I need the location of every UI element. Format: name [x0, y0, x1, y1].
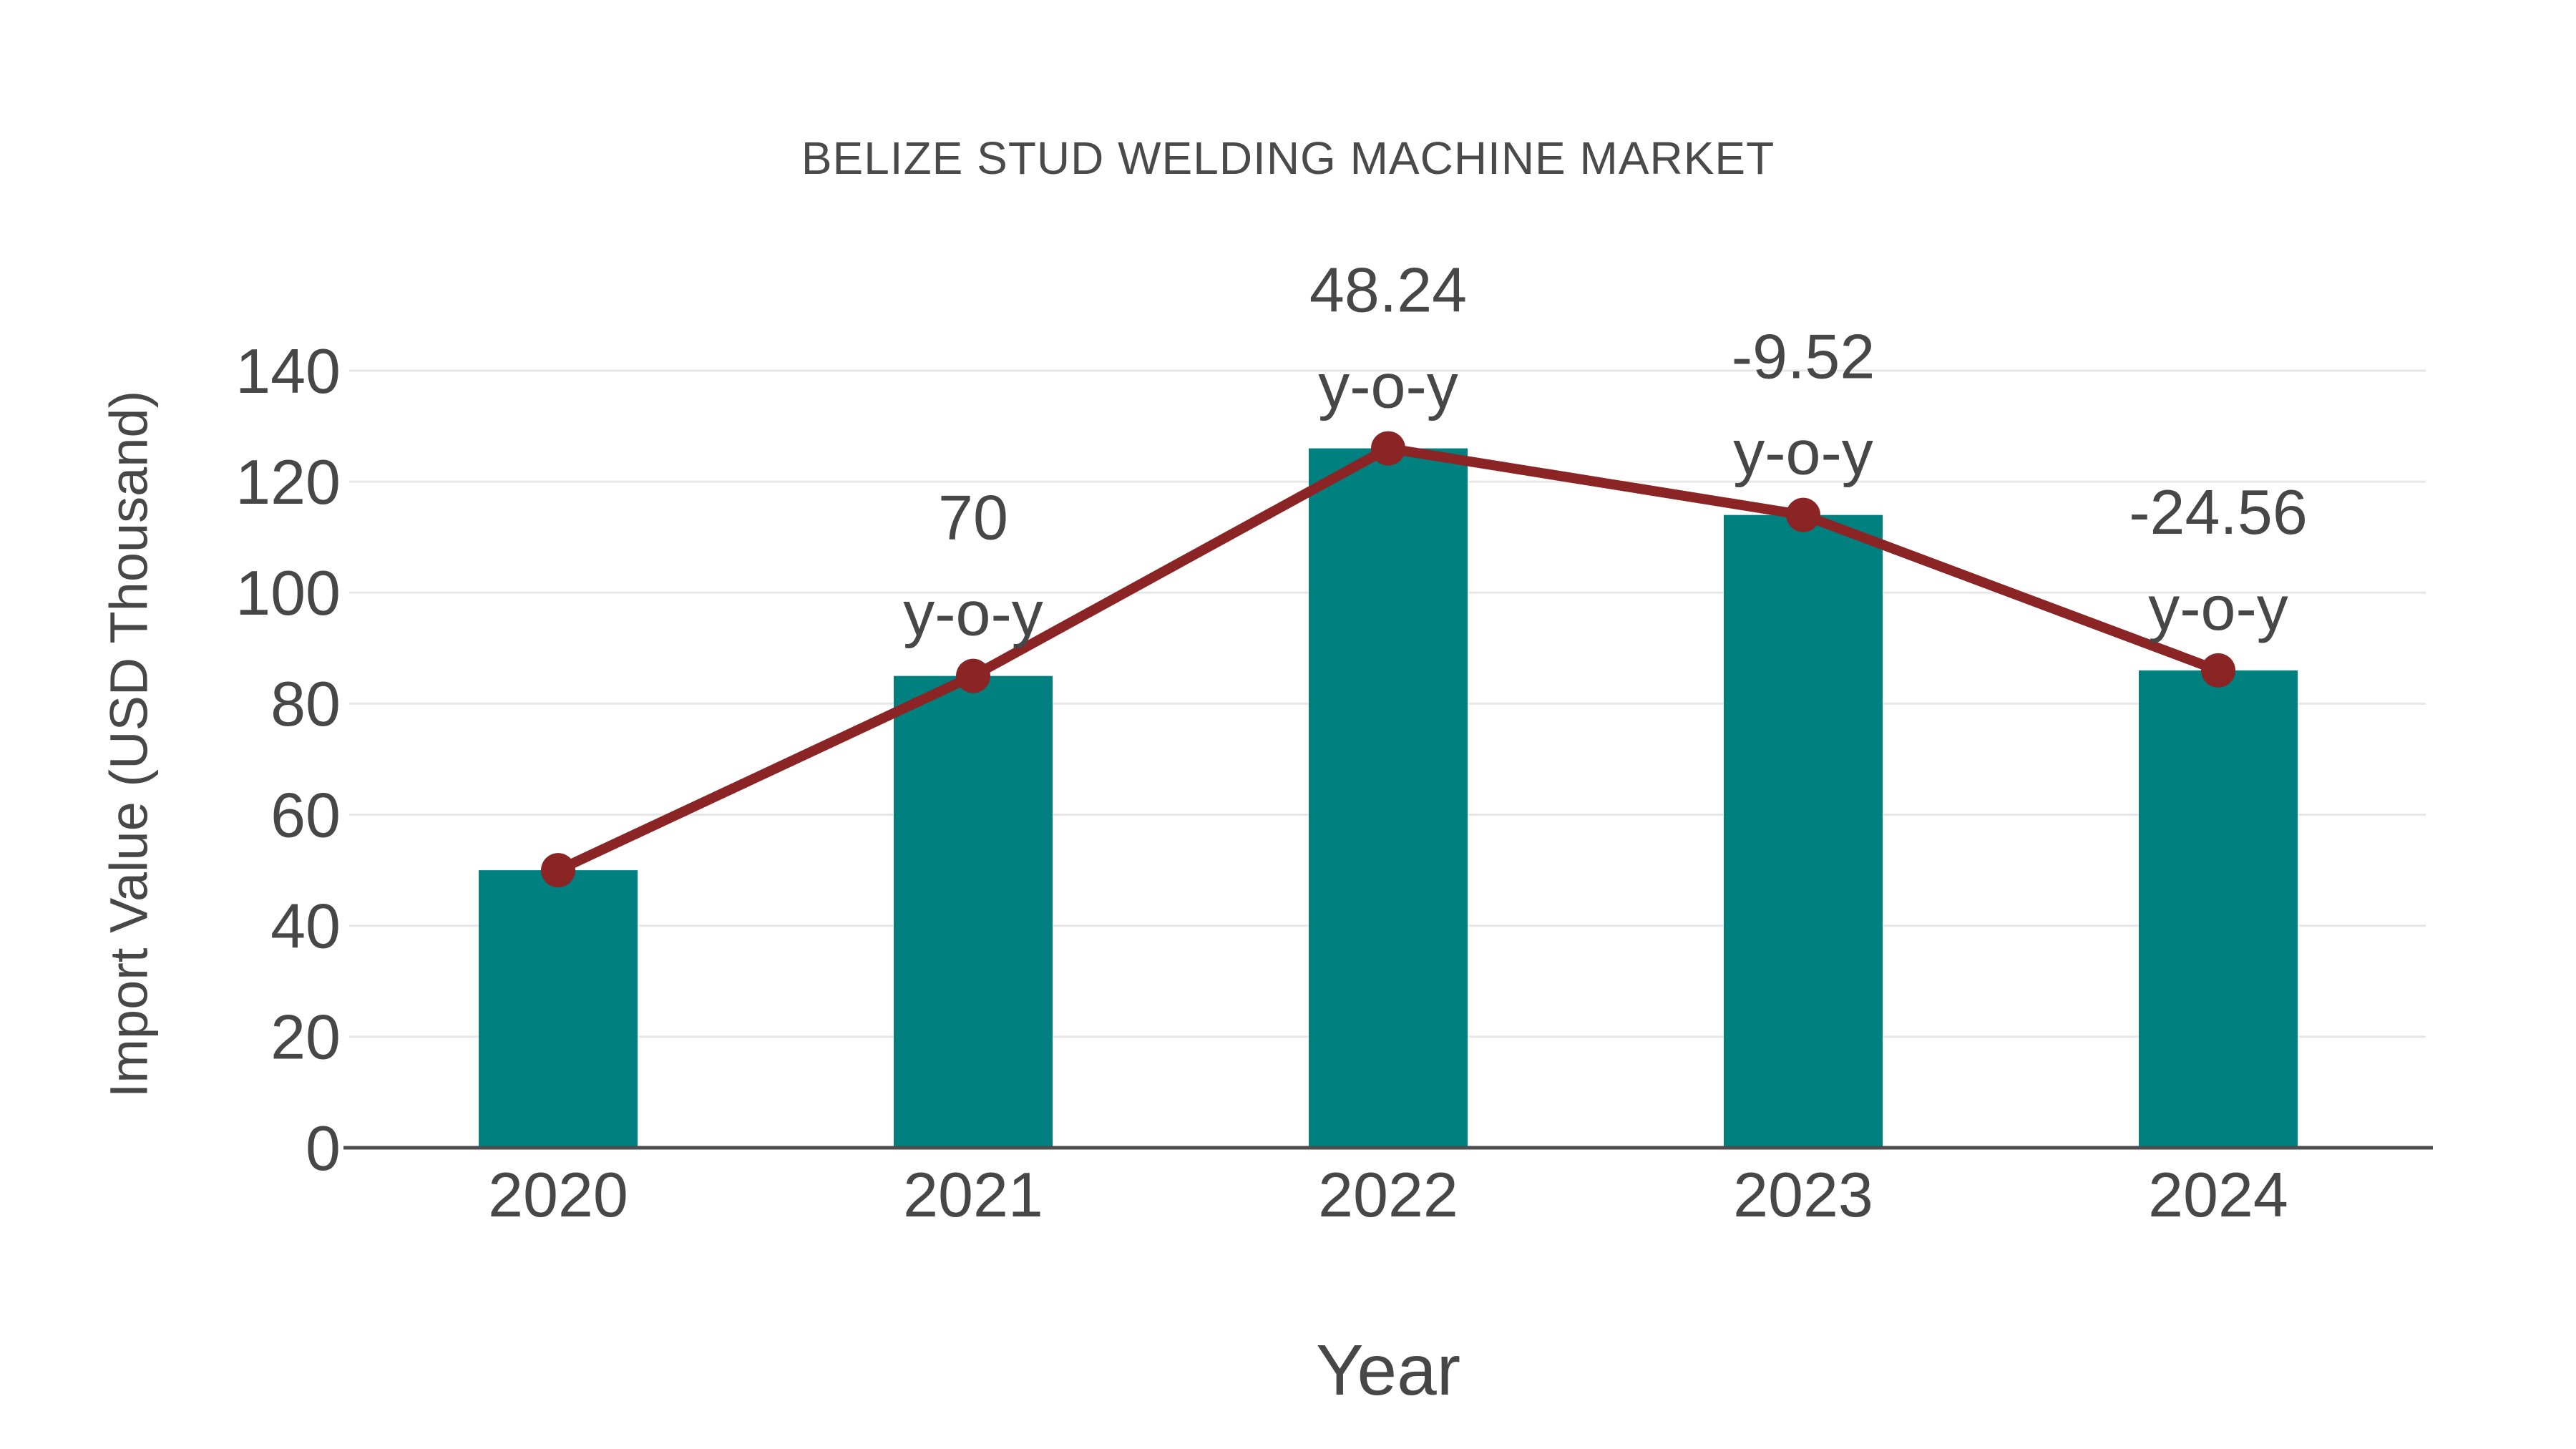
y-tick-label: 140 — [235, 336, 341, 406]
annotation-sublabel: y-o-y — [1318, 351, 1458, 421]
bar — [2139, 670, 2298, 1148]
line-marker — [1786, 497, 1820, 532]
annotation-value: -24.56 — [2129, 477, 2308, 547]
line-marker — [956, 658, 990, 693]
annotation-sublabel: y-o-y — [903, 578, 1043, 649]
x-axis-title: Year — [1315, 1330, 1461, 1410]
x-tick-label: 2021 — [903, 1159, 1043, 1230]
x-tick-label: 2022 — [1318, 1159, 1458, 1230]
y-tick-label: 100 — [235, 557, 341, 628]
annotation-value: 70 — [938, 482, 1008, 553]
annotation-value: -9.52 — [1732, 321, 1875, 392]
y-tick-label: 60 — [270, 779, 341, 850]
annotation-sublabel: y-o-y — [2148, 572, 2288, 643]
y-tick-label: 80 — [270, 668, 341, 739]
line-marker — [541, 853, 575, 888]
x-tick-label: 2024 — [2148, 1159, 2288, 1230]
y-tick-label: 0 — [306, 1113, 341, 1184]
x-tick-label: 2020 — [488, 1159, 628, 1230]
line-marker — [1371, 431, 1405, 466]
y-tick-label: 40 — [270, 891, 341, 962]
line-marker — [2201, 653, 2235, 688]
annotation-value: 48.24 — [1309, 255, 1467, 326]
bar — [894, 675, 1053, 1148]
bar — [479, 870, 638, 1148]
chart-title: BELIZE STUD WELDING MACHINE MARKET — [801, 132, 1775, 184]
annotation-sublabel: y-o-y — [1733, 417, 1873, 488]
bar — [1724, 514, 1883, 1148]
y-tick-label: 120 — [235, 447, 341, 517]
x-tick-label: 2023 — [1733, 1159, 1873, 1230]
bar — [1309, 448, 1468, 1148]
y-tick-label: 20 — [270, 1002, 341, 1073]
